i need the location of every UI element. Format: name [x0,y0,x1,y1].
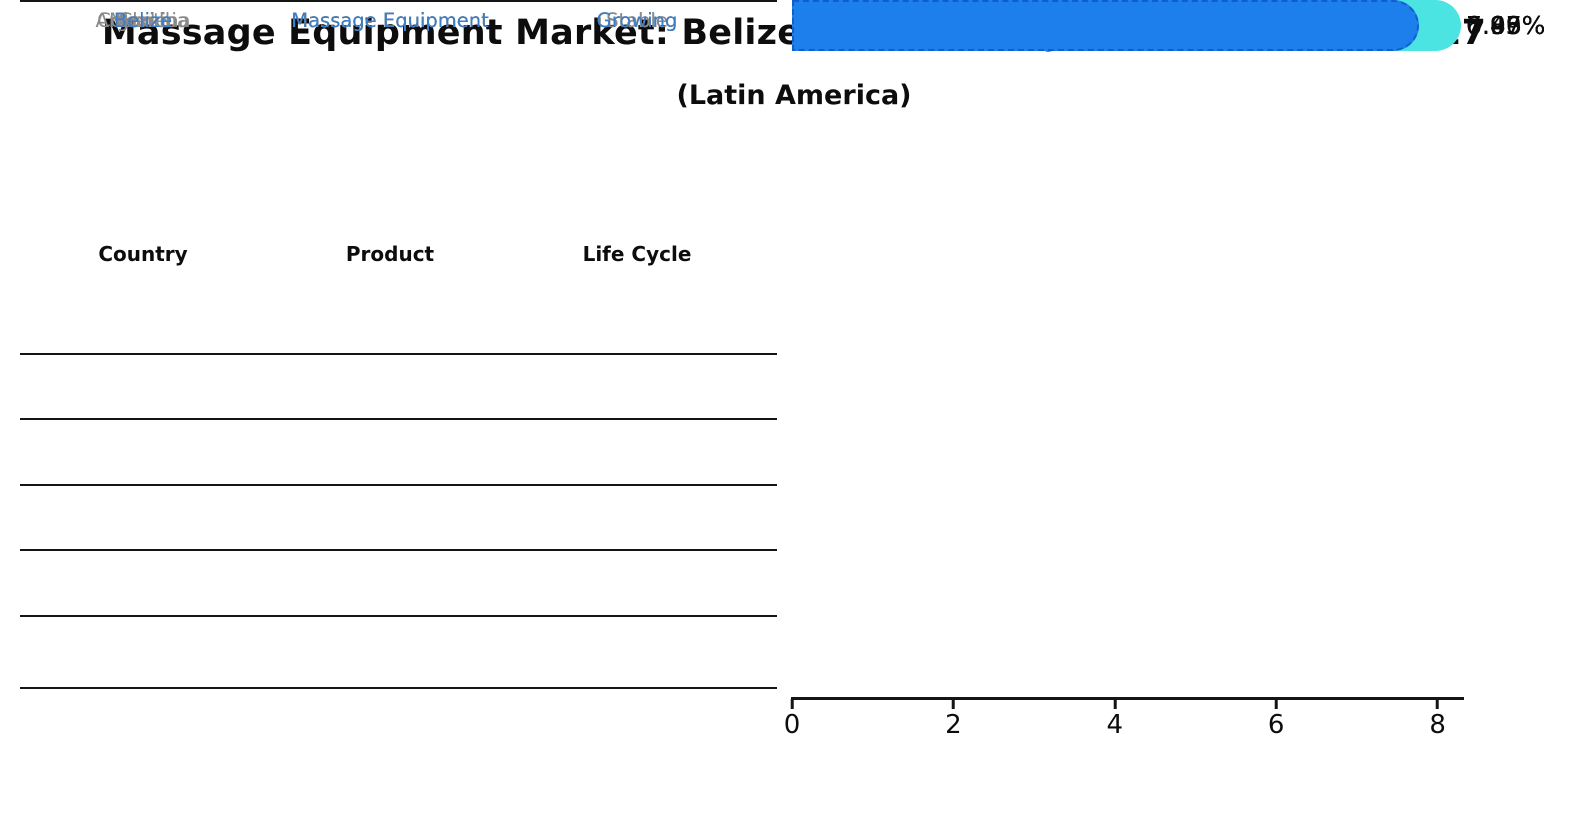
bar-value-label: 6.96% [1466,11,1546,40]
tick-label: 2 [945,710,962,740]
column-header-life-cycle: Life Cycle [582,242,692,266]
table-row: Argentina Massage Equipment Stable [20,0,777,40]
country-cell: Argentina [95,8,191,32]
country-cell: Chile [118,8,168,32]
country-cell: Colombia [97,8,189,32]
tick-label: 4 [1106,710,1124,740]
x-tick: 8 [1429,699,1446,740]
table-rule [20,353,777,355]
bar-value-label: 7.99% [1466,11,1546,40]
bar [792,0,1419,51]
table-header-row: Country Product Life Cycle [20,234,777,274]
table-row: Brazil Massage Equipment Stable [20,0,777,40]
table-row-highlight-belize: Belize Massage Equipment Growing [20,0,777,40]
product-cell: Massage Equipment [291,8,489,32]
life-cycle-cell: Growing [596,8,678,32]
table-rule [20,0,777,2]
tick-mark [1113,699,1117,709]
tick-mark [1274,699,1278,709]
life-cycle-cell: Growing [596,8,678,32]
tick-mark [1436,699,1440,709]
bar-value-label: 7.47% [1466,11,1546,40]
life-cycle-cell: Growing [596,8,678,32]
table-rule [20,549,777,551]
product-cell: Massage Equipment [291,8,489,32]
tick-mark [951,699,955,709]
table-row: Chile Massage Equipment Growing [20,0,777,40]
table-row: Mexico Massage Equipment Growing [20,0,777,40]
column-header-country: Country [98,242,188,266]
table-rule [20,687,777,689]
life-cycle-cell: Growing [596,8,678,32]
tick-label: 6 [1267,710,1285,740]
tick-label: 8 [1429,710,1446,740]
life-cycle-cell: Stable [606,8,668,32]
tick-mark [790,699,794,709]
table-row: Colombia Massage Equipment Growing [20,0,777,40]
bar-value-label: 0.03% [1466,11,1546,40]
x-tick: 4 [1106,699,1124,740]
life-cycle-cell: Stable [606,8,668,32]
product-cell: Massage Equipment [291,8,489,32]
product-cell: Massage Equipment [291,8,489,32]
table-rule [20,615,777,617]
chart-subtitle: (Latin America) [676,80,912,111]
bar-value-label: 0.05% [1466,11,1546,40]
table-rule [20,484,777,486]
country-cell: Belize [113,8,173,32]
tick-label: 0 [783,710,801,740]
column-header-product: Product [345,242,435,266]
x-tick: 0 [783,699,801,740]
product-cell: Massage Equipment [291,8,489,32]
bar-value-label: 7.83% [1466,11,1546,40]
x-axis-line [791,697,1464,700]
product-cell: Massage Equipment [291,8,489,32]
table-rule [20,418,777,420]
country-cell: Brazil [115,8,171,32]
x-tick: 2 [945,699,962,740]
country-cell: Mexico [108,8,178,32]
x-tick: 6 [1267,699,1285,740]
